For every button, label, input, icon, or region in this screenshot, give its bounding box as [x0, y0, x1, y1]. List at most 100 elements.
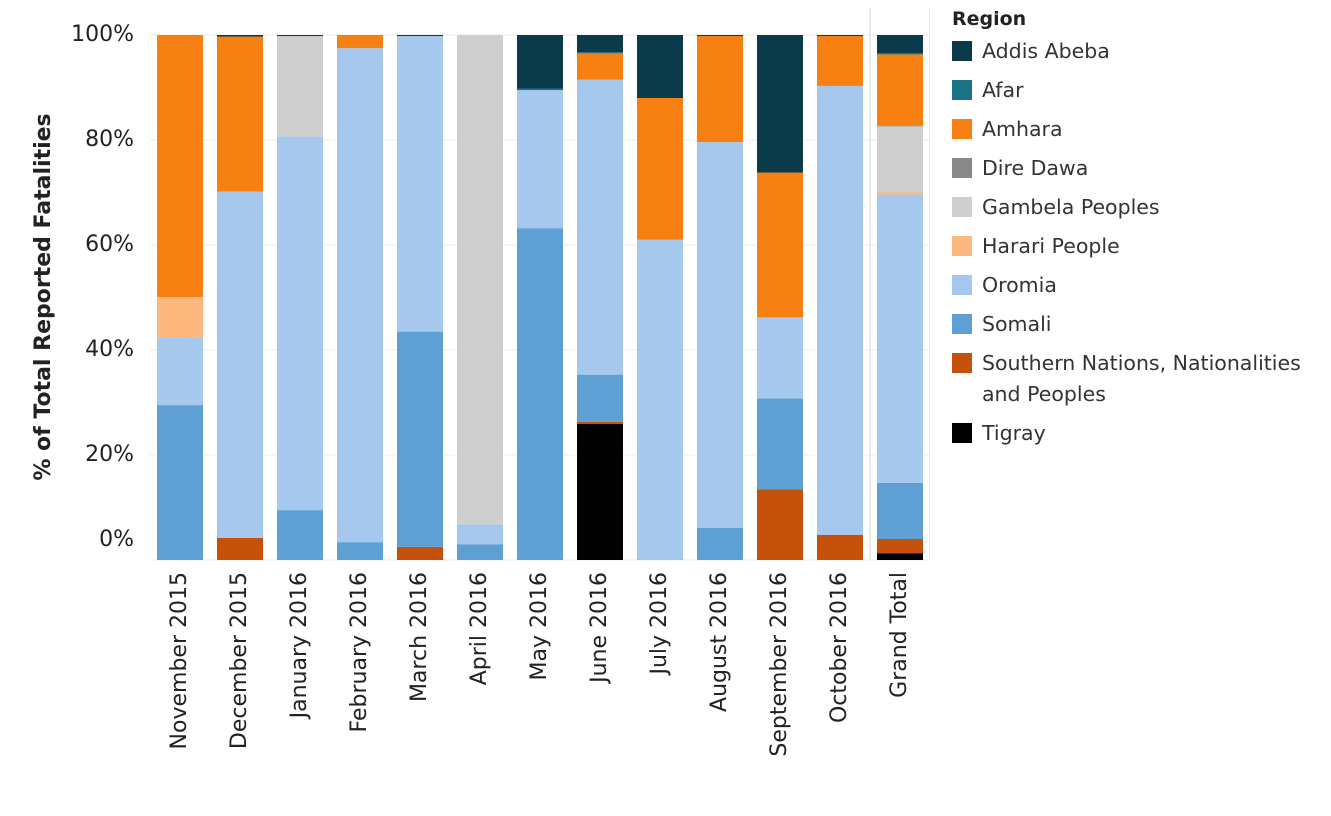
legend-item: Somali: [952, 309, 1322, 340]
x-tick-label: April 2016: [467, 572, 492, 685]
legend-swatch: [952, 236, 972, 256]
bar-segment: [637, 239, 683, 560]
x-tick-label: July 2016: [647, 572, 672, 677]
x-tick-label: June 2016: [587, 572, 612, 685]
legend-label: Amhara: [982, 117, 1063, 141]
bar-segment: [817, 35, 863, 37]
legend-label: Addis Abeba: [982, 39, 1110, 63]
bar-segment: [877, 482, 923, 539]
bar-segment: [457, 35, 503, 525]
x-tick-label: February 2016: [347, 572, 372, 732]
bar-segment: [877, 126, 923, 193]
legend-item: Dire Dawa: [952, 153, 1322, 184]
legend-swatch: [952, 314, 972, 334]
bar-segment: [157, 337, 203, 406]
bar-segment: [337, 48, 383, 543]
bar-segment: [877, 553, 923, 560]
legend-swatch: [952, 158, 972, 178]
legend-label: Tigray: [982, 421, 1046, 445]
legend-swatch: [952, 41, 972, 61]
y-tick-label: 80%: [85, 127, 134, 152]
legend-swatch: [952, 197, 972, 217]
bar-segment: [877, 125, 923, 127]
legend-label: Afar: [982, 78, 1024, 102]
bar-segment: [157, 296, 203, 338]
legend-title: Region: [952, 8, 1027, 30]
legend-item: Amhara: [952, 114, 1322, 145]
y-tick-label: 100%: [71, 22, 134, 47]
legend-swatch: [952, 423, 972, 443]
bar-segment: [637, 35, 683, 98]
legend-label: Dire Dawa: [982, 156, 1089, 180]
bar-segment: [577, 53, 623, 80]
legend-swatch: [952, 80, 972, 100]
legend-item: Gambela Peoples: [952, 192, 1322, 223]
bar-segment: [577, 424, 623, 560]
bar-segment: [157, 35, 203, 297]
bar-segment: [577, 374, 623, 422]
legend-item: Southern Nations, Nationalities and Peop…: [952, 348, 1322, 410]
bar-segment: [457, 524, 503, 545]
legend-label: Gambela Peoples: [982, 195, 1160, 219]
bar-segment: [697, 142, 743, 528]
bar-segment: [877, 53, 923, 55]
bar-segment: [757, 398, 803, 490]
y-tick-label: 60%: [85, 232, 134, 257]
x-tick-label: August 2016: [707, 572, 732, 712]
bar-segment: [577, 35, 623, 53]
x-tick-label: October 2016: [827, 572, 852, 723]
bar-segment: [517, 90, 563, 229]
legend-label: Harari People: [982, 234, 1120, 258]
bar-segment: [457, 544, 503, 560]
bar-segment: [277, 35, 323, 37]
bar-segment: [877, 192, 923, 195]
x-tick-label: November 2015: [167, 572, 192, 749]
bar-segment: [757, 172, 803, 318]
bar-segment: [757, 489, 803, 560]
bar-segment: [757, 35, 803, 173]
x-tick-label: May 2016: [527, 572, 552, 680]
legend-item: Afar: [952, 75, 1322, 106]
bar-segment: [277, 36, 323, 137]
x-tick-label: January 2016: [287, 572, 312, 720]
x-tick-label: March 2016: [407, 572, 432, 702]
y-tick-label: 40%: [85, 337, 134, 362]
bar-segment: [697, 36, 743, 143]
bar-segment: [397, 331, 443, 547]
bar-segment: [217, 191, 263, 538]
chart: % of Total Reported Fatalities 0% 20% 40% 6…: [31, 8, 930, 757]
y-tick-label: 20%: [85, 442, 134, 467]
bar-segment: [397, 546, 443, 560]
bar-segment: [217, 36, 263, 192]
legend-item: Harari People: [952, 231, 1322, 262]
legend-swatch: [952, 353, 972, 373]
bar-segment: [517, 35, 563, 89]
bar-segment: [877, 194, 923, 483]
bar-segment: [577, 52, 623, 54]
y-tick-label: 0%: [99, 527, 134, 552]
bar-segment: [157, 405, 203, 560]
legend-swatch: [952, 119, 972, 139]
legend-item: Oromia: [952, 270, 1322, 301]
legend-item: Addis Abeba: [952, 36, 1322, 67]
legend: Region Addis Abeba Afar Amhara Dire Dawa Gam…: [952, 8, 1322, 457]
x-tick-label: Grand Total: [887, 572, 912, 698]
bar-segment: [397, 36, 443, 332]
bar-segment: [337, 35, 383, 49]
y-axis-label: % of Total Reported Fatalities: [31, 113, 56, 480]
legend-swatch: [952, 275, 972, 295]
bar-segment: [277, 510, 323, 560]
bar-segment: [217, 35, 263, 37]
legend-label: Somali: [982, 312, 1052, 336]
bar-segment: [877, 35, 923, 54]
legend-item: Tigray: [952, 418, 1322, 449]
bar-segment: [817, 534, 863, 560]
bar-segment: [577, 421, 623, 425]
bar-segment: [877, 539, 923, 554]
bar-segment: [517, 88, 563, 91]
bar-segment: [817, 36, 863, 86]
bar-segment: [517, 228, 563, 560]
bar-segment: [397, 35, 443, 37]
bar-segment: [877, 54, 923, 126]
